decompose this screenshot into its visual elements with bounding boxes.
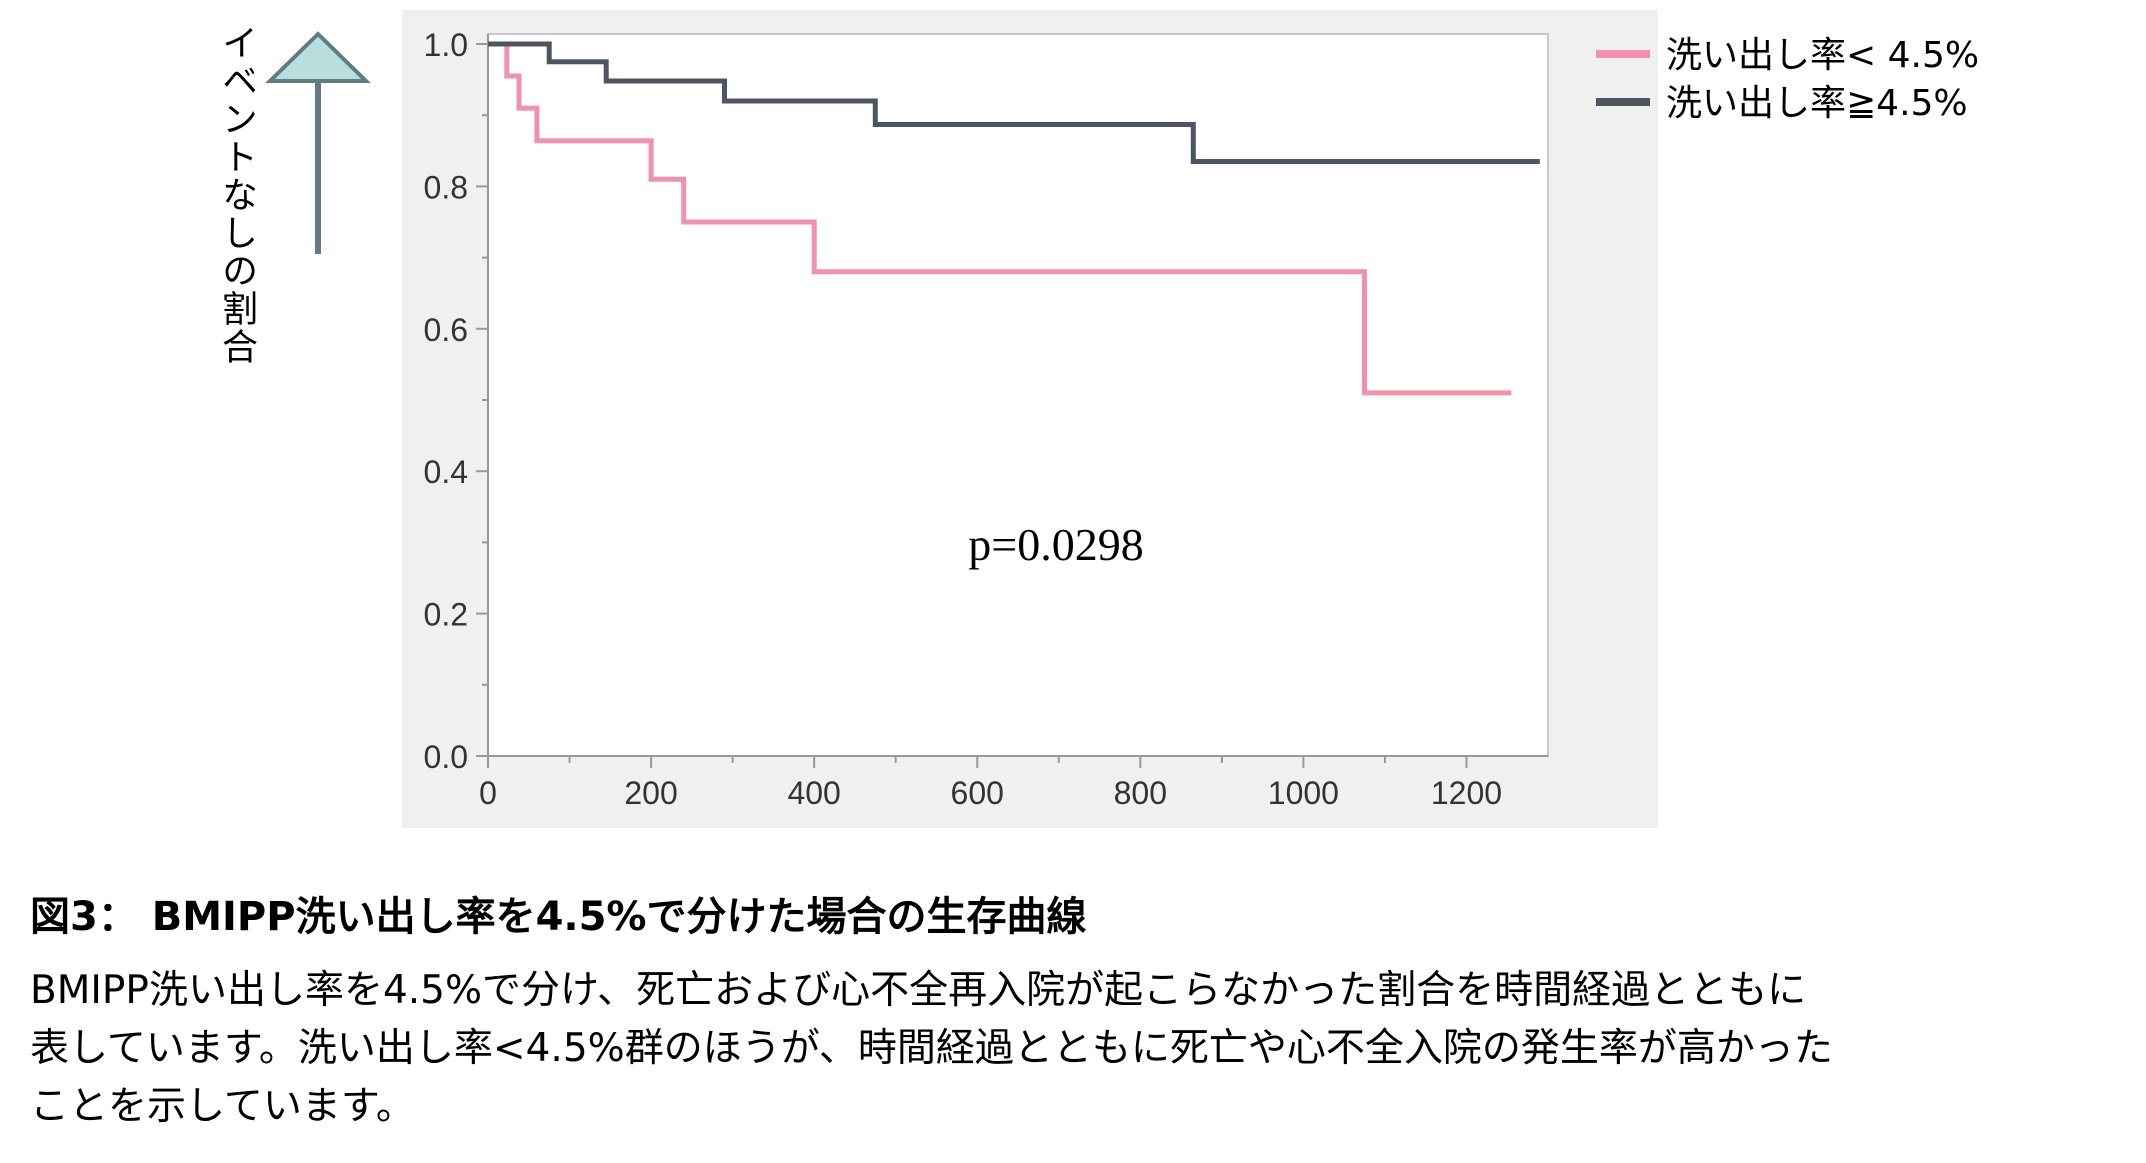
legend-label: 洗い出し率< 4.5% [1666,35,1979,76]
y-tick-label: 0.2 [424,597,468,633]
y-tick-label: 0.0 [424,739,468,775]
y-tick-label: 1.0 [424,27,468,63]
x-tick-label: 800 [1114,775,1167,811]
up-arrow-icon [265,31,371,254]
x-tick-label: 600 [951,775,1004,811]
x-tick-label: 1200 [1431,775,1502,811]
survival-chart: 0.00.20.40.60.81.00 200 400 600 800 1000 1200 … [265,10,1979,828]
series-group [488,41,1540,396]
y-tick-label: 0.8 [424,169,468,205]
y-tick-label: 0.6 [424,312,468,348]
series-line-low-washout [488,41,1512,396]
y-axis-label: イベントなしの割合 [216,24,257,366]
x-tick-label: 1000 [1268,775,1339,811]
x-tick-label: 0 [479,775,497,811]
y-tick-label: 0.4 [424,454,468,490]
y-axis-title: イベントなしの割合 [212,24,260,384]
axes: 0.0 0.2 0.4 0.6 0.8 1.0 0 200 400 600 800 1000 1200 [424,27,1548,811]
p-value-annotation: p=0.0298 [968,519,1143,570]
caption-line-2: 表しています。洗い出し率<4.5%群のほうが、時間経過とともに死亡や心不全入院の… [30,1026,1833,1071]
x-tick-label: 200 [624,775,677,811]
figure-caption-title: 図3： BMIPP洗い出し率を4.5%で分けた場合の生存曲線 [30,894,1087,940]
x-tick-label: 400 [787,775,840,811]
caption-line-3: ことを示しています。 [30,1084,415,1129]
caption-line-1: BMIPP洗い出し率を4.5%で分け、死亡および心不全再入院が起こらなかった割合… [30,968,1807,1013]
legend-label: 洗い出し率≧4.5% [1666,83,1968,124]
legend: 洗い出し率< 4.5% 洗い出し率≧4.5% [1596,35,1979,124]
series-line-high-washout [488,41,1540,164]
figure-caption-body: BMIPP洗い出し率を4.5%で分け、死亡および心不全再入院が起こらなかった割合… [30,962,2130,1136]
